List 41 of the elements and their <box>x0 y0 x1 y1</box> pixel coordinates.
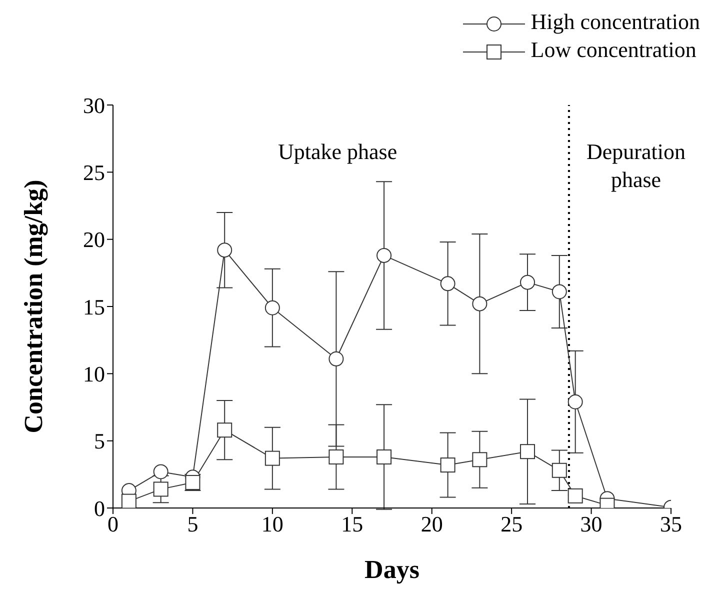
point <box>440 276 456 292</box>
x-tick-label: 25 <box>500 512 523 537</box>
point <box>328 351 344 366</box>
y-tick-label: 10 <box>83 361 105 386</box>
y-tick-label: 5 <box>94 428 105 454</box>
point <box>153 482 168 497</box>
x-tick-label: 10 <box>261 512 284 537</box>
point <box>552 284 567 300</box>
point <box>568 488 583 504</box>
point <box>121 494 136 508</box>
point <box>217 422 232 438</box>
point <box>552 462 567 478</box>
annotation: Depuration phase <box>586 138 686 194</box>
point <box>264 300 280 316</box>
point <box>376 248 392 263</box>
legend-label: Low concentration <box>530 36 698 64</box>
y-tick-label: 25 <box>83 160 105 185</box>
y-axis-title: Concentration (mg/kg) <box>19 180 48 434</box>
point <box>264 450 280 466</box>
annotation: Uptake phase <box>278 138 398 166</box>
x-tick-label: 35 <box>660 512 682 537</box>
point <box>568 394 583 410</box>
x-tick-label: 20 <box>420 512 443 537</box>
y-tick-label: 0 <box>94 496 105 521</box>
point <box>520 274 536 290</box>
point <box>520 444 536 460</box>
y-tick-label: 15 <box>83 294 105 320</box>
point <box>328 449 344 464</box>
point <box>440 458 456 473</box>
y-tick-label: 20 <box>83 227 105 252</box>
y-tick-label: 30 <box>83 92 105 118</box>
point <box>217 242 232 258</box>
point <box>153 464 168 480</box>
point <box>376 449 392 464</box>
x-tick-label: 15 <box>341 512 364 537</box>
point <box>472 296 488 312</box>
legend-label: High concentration <box>530 8 700 36</box>
x-tick-label: 30 <box>580 512 602 537</box>
x-tick-label: 5 <box>187 512 198 537</box>
point <box>472 452 488 468</box>
x-axis-title: Days <box>364 555 420 584</box>
